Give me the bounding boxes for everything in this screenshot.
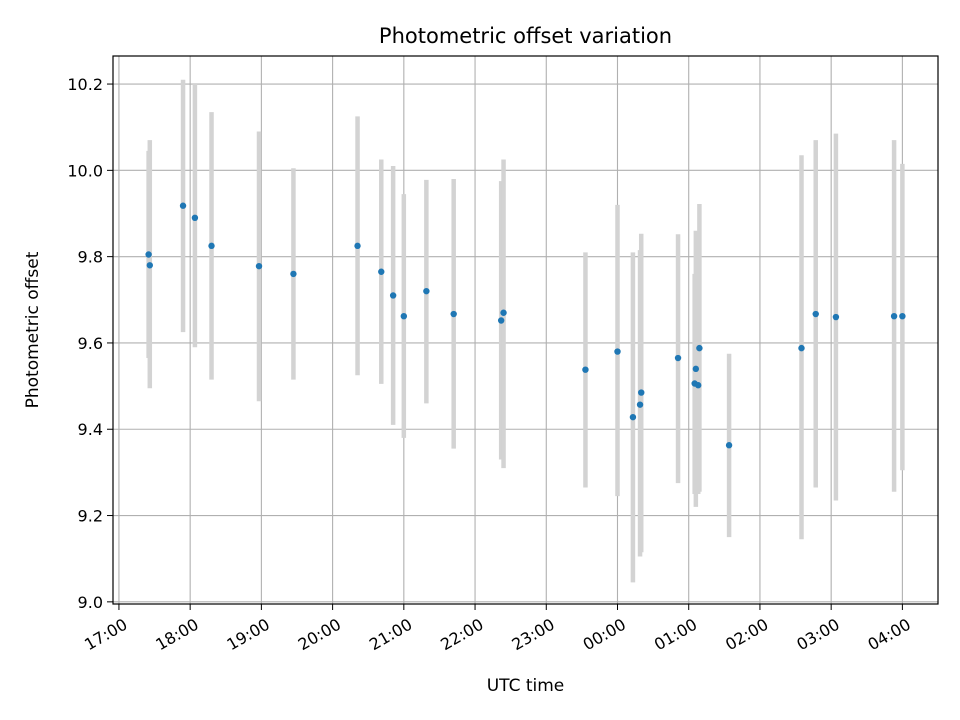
data-point bbox=[423, 287, 430, 295]
data-point bbox=[450, 310, 457, 318]
data-point bbox=[725, 442, 733, 449]
data-point bbox=[674, 354, 682, 362]
data-point bbox=[191, 214, 199, 222]
data-point bbox=[614, 348, 621, 355]
data-point bbox=[497, 317, 505, 324]
data-point bbox=[378, 268, 385, 275]
y-axis-title: Photometric offset bbox=[23, 251, 43, 408]
data-point bbox=[500, 309, 507, 316]
data-point bbox=[582, 366, 589, 373]
x-axis-title: UTC time bbox=[487, 676, 565, 696]
data-point bbox=[812, 310, 819, 318]
data-point bbox=[354, 242, 361, 250]
data-point bbox=[695, 382, 702, 389]
data-point bbox=[255, 262, 263, 270]
chart-title: Photometric offset variation bbox=[379, 24, 672, 48]
data-points bbox=[145, 202, 906, 449]
data-point bbox=[692, 365, 700, 373]
data-point bbox=[798, 344, 805, 352]
data-point bbox=[890, 312, 898, 320]
data-point bbox=[179, 202, 187, 209]
grid-lines bbox=[113, 56, 938, 604]
data-point bbox=[629, 413, 637, 421]
data-point bbox=[145, 251, 152, 258]
data-point bbox=[638, 389, 645, 396]
plot-area-frame bbox=[112, 55, 939, 605]
y-tick-label: 9.2 bbox=[78, 507, 103, 526]
y-tick-label: 10.0 bbox=[67, 161, 103, 180]
data-point bbox=[146, 262, 153, 269]
data-point bbox=[899, 312, 906, 320]
y-tick-label: 9.8 bbox=[78, 248, 103, 267]
data-point bbox=[696, 344, 703, 352]
data-point bbox=[389, 292, 397, 299]
y-tick-label: 9.0 bbox=[78, 593, 103, 612]
data-point bbox=[208, 242, 215, 250]
data-point bbox=[636, 401, 644, 408]
y-tick-label: 10.2 bbox=[67, 75, 103, 94]
data-point bbox=[832, 313, 840, 321]
data-point bbox=[290, 270, 297, 278]
y-tick-label: 9.4 bbox=[78, 420, 103, 439]
data-point bbox=[400, 312, 408, 320]
y-tick-label: 9.6 bbox=[78, 334, 103, 353]
